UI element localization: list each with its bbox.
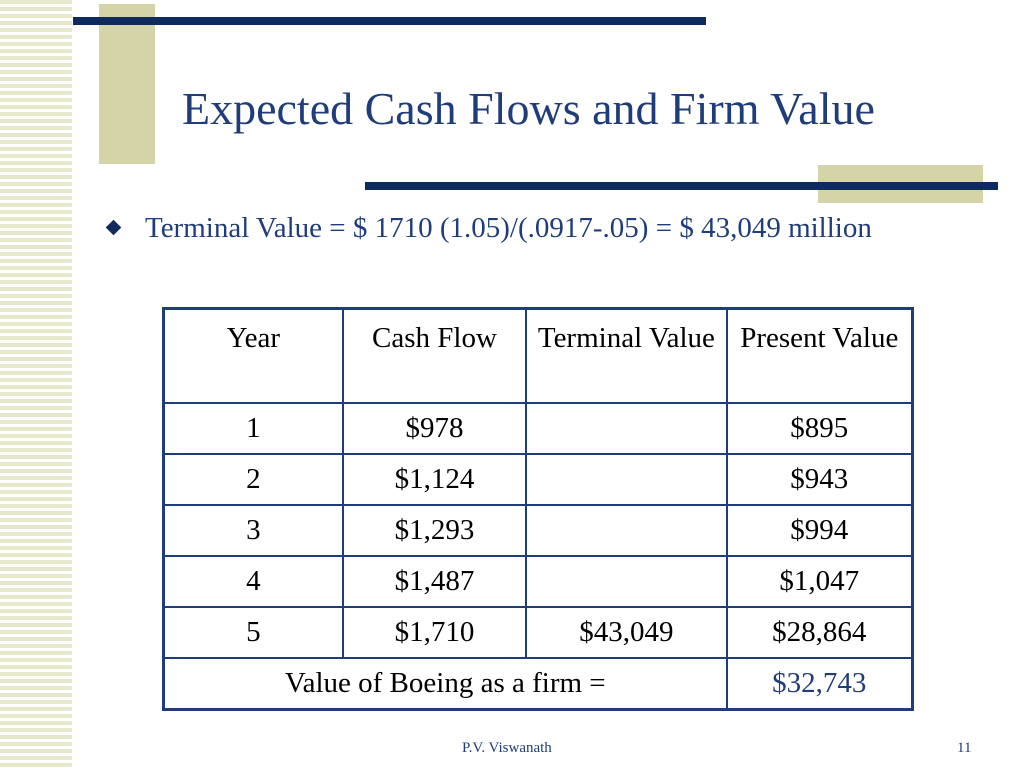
total-value: $32,743: [725, 657, 914, 711]
cell-present-value: $895: [725, 402, 914, 455]
title-underline-rule: [365, 182, 998, 190]
footer-author: P.V. Viswanath: [462, 740, 552, 756]
table-row: 5 $1,710 $43,049 $28,864: [162, 606, 914, 659]
bullet-item: Terminal Value = $ 1710 (1.05)/(.0917-.0…: [105, 206, 988, 250]
cell-year: 3: [162, 504, 344, 557]
cell-terminal-value: [525, 504, 728, 557]
cell-year: 1: [162, 402, 344, 455]
cell-present-value: $1,047: [725, 555, 914, 608]
cell-cash-flow: $1,124: [341, 453, 528, 506]
table-row: 2 $1,124 $943: [162, 453, 914, 506]
cell-cash-flow: $1,710: [341, 606, 528, 659]
cell-present-value: $943: [725, 453, 914, 506]
cell-terminal-value: $43,049: [525, 606, 728, 659]
cash-flow-table: Year Cash Flow Terminal Value Present Va…: [162, 307, 914, 711]
cell-year: 2: [162, 453, 344, 506]
cell-terminal-value: [525, 555, 728, 608]
total-label: Value of Boeing as a firm =: [162, 657, 728, 711]
cell-cash-flow: $1,487: [341, 555, 528, 608]
table-row: 3 $1,293 $994: [162, 504, 914, 557]
top-rule-line: [73, 17, 706, 25]
cell-year: 5: [162, 606, 344, 659]
bullet-text: Terminal Value = $ 1710 (1.05)/(.0917-.0…: [145, 212, 872, 244]
header-cash-flow: Cash Flow: [341, 307, 528, 404]
cell-cash-flow: $978: [341, 402, 528, 455]
cell-cash-flow: $1,293: [341, 504, 528, 557]
slide-title: Expected Cash Flows and Firm Value: [182, 83, 875, 134]
slide-page-number: 11: [957, 740, 972, 756]
header-present-value: Present Value: [725, 307, 914, 404]
cell-year: 4: [162, 555, 344, 608]
top-accent-block: [99, 4, 155, 164]
table-header-row: Year Cash Flow Terminal Value Present Va…: [162, 307, 914, 404]
header-terminal-value: Terminal Value: [525, 307, 728, 404]
table-total-row: Value of Boeing as a firm = $32,743: [162, 657, 914, 711]
diamond-bullet-icon: [105, 219, 122, 236]
table-row: 1 $978 $895: [162, 402, 914, 455]
cell-terminal-value: [525, 402, 728, 455]
cell-terminal-value: [525, 453, 728, 506]
table-row: 4 $1,487 $1,047: [162, 555, 914, 608]
header-year: Year: [162, 307, 344, 404]
left-stripe-decoration: [0, 0, 72, 768]
cell-present-value: $28,864: [725, 606, 914, 659]
cell-present-value: $994: [725, 504, 914, 557]
